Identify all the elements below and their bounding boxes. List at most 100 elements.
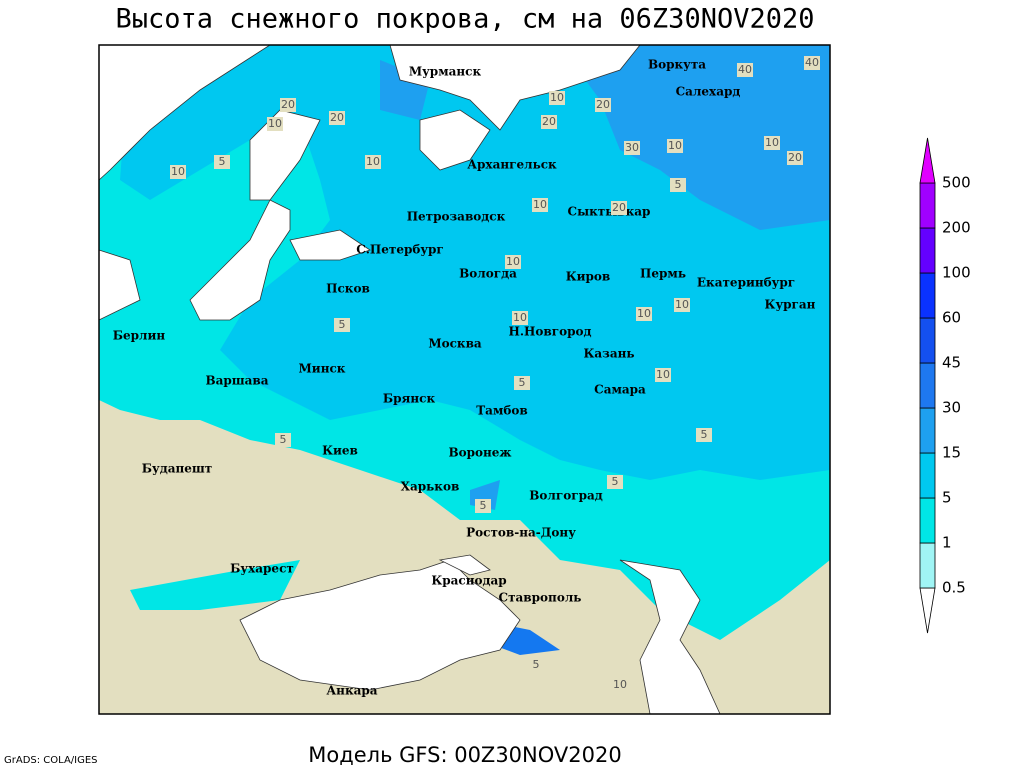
colorbar-box [919,407,936,454]
contour-label: 10 [506,255,520,268]
city-label: Бухарест [230,562,294,576]
colorbar-box [919,182,936,229]
city-label: Брянск [383,392,436,406]
contour-label: 20 [542,115,556,128]
contour-label-box [667,139,683,153]
contour-label-box [214,155,230,169]
city-label: Екатеринбург [697,276,795,290]
contour-label-box [541,115,557,129]
city-label: Н.Новгород [509,325,592,339]
contour-label: 10 [637,307,651,320]
city-label: Вологда [459,267,517,281]
map [98,44,831,715]
contour-label-box [737,63,753,77]
city-labels: Мурманск Воркута Салехард Архангельск Петроз… [113,58,816,698]
contour-label: 10 [765,136,779,149]
contour-label-box [764,136,780,150]
city-label: Харьков [401,480,460,494]
contour-label: 20 [281,98,295,111]
colorbar-label: 200 [942,219,971,237]
colorbar-box [919,542,936,589]
contour-label: 5 [612,475,619,488]
contour-label: 5 [701,428,708,441]
city-label: Курган [765,298,816,312]
contour-label: 5 [480,499,487,512]
contour-label-box [170,165,186,179]
contour-label-box [636,307,652,321]
city-label: Берлин [113,329,166,343]
colorbar-label: 5 [942,489,952,507]
contour-label: 30 [625,141,639,154]
city-label: Киров [566,270,611,284]
colorbar-label: 100 [942,264,971,282]
contour-label: 10 [550,91,564,104]
contour-label: 10 [656,368,670,381]
city-label: Будапешт [142,462,212,476]
city-label: Самара [594,383,646,397]
city-label: Пермь [640,267,686,281]
contour-label-box [334,318,350,332]
city-label: Мурманск [409,65,482,79]
city-label: Воронеж [448,446,511,460]
city-label: Ростов-на-Дону [466,526,576,540]
contour-label-box [365,155,381,169]
contour-label-box [612,678,628,692]
colorbar-label: 15 [942,444,961,462]
colorbar-box [919,452,936,499]
contour-label: 10 [366,155,380,168]
contour-label-box [267,117,283,131]
contour-label: 20 [612,201,626,214]
contour-label-box [528,658,544,672]
colorbar-box [919,497,936,544]
city-label: Казань [583,347,634,361]
contour-label-box [595,98,611,112]
contour-label-box [505,255,521,269]
credit: GrADS: COLA/IGES [4,755,98,766]
contour-label-box [275,433,291,447]
contour-label-box [787,151,803,165]
contour-label-box [670,178,686,192]
contour-label: 20 [596,98,610,111]
city-label: Краснодар [431,574,506,588]
colorbar-label: 1 [942,534,952,552]
contour-labels: 40 40 20 20 10 20 10 20 30 10 10 20 5 10 20 5 10 10 10 10 10… [170,56,820,692]
contour-label: 40 [738,63,752,76]
city-label: Сыктывкар [568,205,651,219]
colorbar-end [919,587,936,634]
contour-label: 5 [280,433,287,446]
contour-label: 5 [519,376,526,389]
contour-label: 20 [788,151,802,164]
contour-label: 20 [330,111,344,124]
colorbar-label: 45 [942,354,961,372]
title: Высота снежного покрова, см на 06Z30NOV2… [116,4,815,35]
city-label: Варшава [205,374,268,388]
contour-label: 10 [668,139,682,152]
contour-label: 10 [268,117,282,130]
colorbar-label: 0.5 [942,579,966,597]
contour-label: 10 [675,298,689,311]
colorbar-box [919,362,936,409]
contour-label-box [329,111,345,125]
colorbar-box [919,227,936,274]
colorbar-box [919,317,936,364]
contour-label: 5 [675,178,682,191]
city-label: Волгоград [529,489,602,503]
colorbar-label: 60 [942,309,961,327]
contour-label: 10 [171,165,185,178]
city-label: Петрозаводск [407,210,506,224]
city-label: Псков [326,282,370,296]
city-label: Воркута [648,58,706,72]
contour-label-box [512,311,528,325]
contour-label: 10 [513,311,527,324]
contour-label-box [696,428,712,442]
contour-label-box [655,368,671,382]
contour-label: 40 [805,56,819,69]
colorbar-box [919,272,936,319]
city-label: С.Петербург [356,243,444,257]
contour-label: 5 [219,155,226,168]
city-label: Минск [299,362,346,376]
city-label: Анкара [326,684,377,698]
contour-label-box [611,201,627,215]
